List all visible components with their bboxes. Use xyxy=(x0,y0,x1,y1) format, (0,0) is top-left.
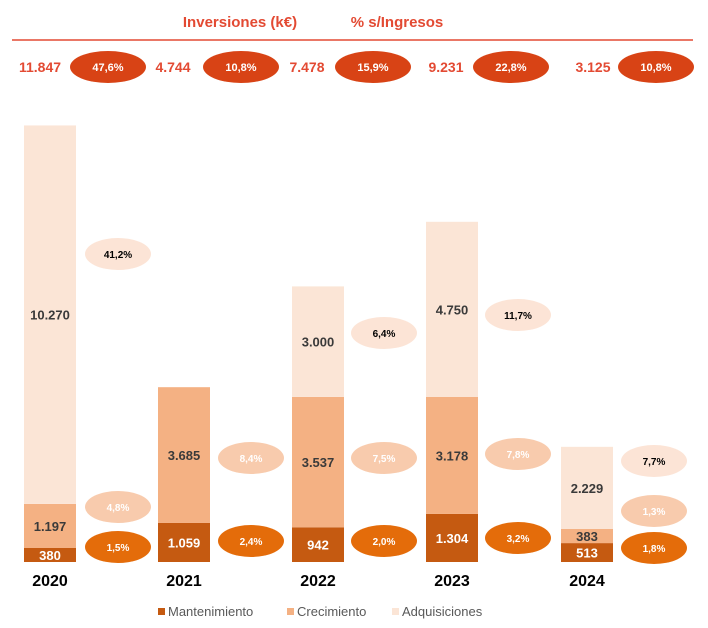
bar-label-crecimiento-2023: 3.178 xyxy=(436,448,469,463)
pct-pill-label-crecimiento-2023: 7,8% xyxy=(507,450,530,461)
year-label-2020: 2020 xyxy=(32,573,68,590)
legend-label-mantenimiento: Mantenimiento xyxy=(168,604,253,619)
legend-swatch-adquisiciones xyxy=(392,608,399,615)
bar-label-crecimiento-2022: 3.537 xyxy=(302,455,335,470)
bar-adquisiciones-2020 xyxy=(24,125,76,504)
pct-pill-label-adquisiciones-2024: 7,7% xyxy=(643,457,666,468)
summary-total-4: 3.125 xyxy=(575,59,610,75)
pct-pill-label-adquisiciones-2022: 6,4% xyxy=(373,329,396,340)
pct-pill-crecimiento-2022 xyxy=(351,442,417,474)
summary-pct-pill-0 xyxy=(70,51,146,83)
pct-pill-mantenimiento-2024 xyxy=(621,532,687,564)
bar-label-crecimiento-2020: 1.197 xyxy=(34,519,67,534)
pct-pill-label-mantenimiento-2021: 2,4% xyxy=(240,537,263,548)
summary-row: 11.847 47,6% 4.744 10,8% 7.478 15,9% 9.231 22,8… xyxy=(19,51,694,83)
summary-pct-pill-2 xyxy=(335,51,411,83)
pct-pill-label-crecimiento-2022: 7,5% xyxy=(373,454,396,465)
summary-pct-pill-3 xyxy=(473,51,549,83)
pct-pill-mantenimiento-2023 xyxy=(485,522,551,554)
bar-label-adquisiciones-2022: 3.000 xyxy=(302,335,335,350)
bars-group: 380 1.197 10.270 1.059 3.685 942 3.537 3.000 1.3… xyxy=(24,125,613,563)
legend-swatch-crecimiento xyxy=(287,608,294,615)
year-label-2023: 2023 xyxy=(434,573,470,590)
pct-pills-group: 1,5% 4,8% 41,2% 2,4% 8,4% 2,0% 7,5% 6,4% 3,2% 7,8… xyxy=(85,238,687,564)
bar-mantenimiento-2022 xyxy=(292,527,344,562)
pct-pill-adquisiciones-2022 xyxy=(351,317,417,349)
bar-crecimiento-2024 xyxy=(561,528,613,544)
pct-pill-label-mantenimiento-2020: 1,5% xyxy=(107,543,130,554)
pct-pill-adquisiciones-2020 xyxy=(85,238,151,270)
summary-total-2: 7.478 xyxy=(289,59,324,75)
pct-pill-label-mantenimiento-2023: 3,2% xyxy=(507,534,530,545)
pct-pill-crecimiento-2024 xyxy=(621,495,687,527)
bar-adquisiciones-2024 xyxy=(561,446,613,529)
summary-total-0: 11.847 xyxy=(19,59,61,75)
bar-label-adquisiciones-2023: 4.750 xyxy=(436,302,469,317)
header-revenue-pct-title: % s/Ingresos xyxy=(351,14,444,31)
bar-crecimiento-2023 xyxy=(426,396,478,514)
bar-label-mantenimiento-2021: 1.059 xyxy=(168,535,201,550)
bar-label-mantenimiento-2024: 513 xyxy=(576,546,598,561)
bar-label-crecimiento-2024: 383 xyxy=(576,529,598,544)
summary-pct-label-0: 47,6% xyxy=(92,62,123,74)
summary-pct-label-1: 10,8% xyxy=(225,62,256,74)
bar-mantenimiento-2024 xyxy=(561,543,613,562)
pct-pill-crecimiento-2020 xyxy=(85,491,151,523)
bar-mantenimiento-2023 xyxy=(426,513,478,562)
pct-pill-label-crecimiento-2024: 1,3% xyxy=(643,507,666,518)
pct-pill-crecimiento-2023 xyxy=(485,438,551,470)
bar-label-mantenimiento-2020: 380 xyxy=(39,548,61,563)
summary-pct-pill-1 xyxy=(203,51,279,83)
summary-total-3: 9.231 xyxy=(428,59,463,75)
pct-pill-crecimiento-2021 xyxy=(218,442,284,474)
bar-label-mantenimiento-2023: 1.304 xyxy=(436,531,469,546)
pct-pill-adquisiciones-2023 xyxy=(485,299,551,331)
bar-mantenimiento-2021 xyxy=(158,522,210,562)
pct-pill-label-mantenimiento-2022: 2,0% xyxy=(373,537,396,548)
pct-pill-mantenimiento-2020 xyxy=(85,531,151,563)
year-label-2022: 2022 xyxy=(300,573,336,590)
pct-pill-label-adquisiciones-2020: 41,2% xyxy=(104,250,132,261)
bar-crecimiento-2020 xyxy=(24,503,76,548)
summary-pct-pill-4 xyxy=(618,51,694,83)
legend: Mantenimiento Crecimiento Adquisiciones xyxy=(158,604,483,619)
legend-swatch-mantenimiento xyxy=(158,608,165,615)
header-investments-title: Inversiones (k€) xyxy=(183,14,297,31)
bar-label-adquisiciones-2020: 10.270 xyxy=(30,308,70,323)
bar-adquisiciones-2022 xyxy=(292,286,344,397)
summary-total-1: 4.744 xyxy=(155,59,190,75)
pct-pill-label-adquisiciones-2023: 11,7% xyxy=(504,311,532,322)
pct-pill-label-crecimiento-2020: 4,8% xyxy=(107,503,130,514)
summary-pct-label-3: 22,8% xyxy=(495,62,526,74)
bar-adquisiciones-2023 xyxy=(426,221,478,397)
bar-label-adquisiciones-2024: 2.229 xyxy=(571,481,604,496)
pct-pill-mantenimiento-2021 xyxy=(218,525,284,557)
pct-pill-adquisiciones-2024 xyxy=(621,445,687,477)
bar-crecimiento-2022 xyxy=(292,396,344,528)
pct-pill-mantenimiento-2022 xyxy=(351,525,417,557)
pct-pill-label-mantenimiento-2024: 1,8% xyxy=(643,544,666,555)
year-axis: 2020 2021 2022 2023 2024 xyxy=(32,573,605,590)
year-label-2024: 2024 xyxy=(569,573,605,590)
bar-label-crecimiento-2021: 3.685 xyxy=(168,448,201,463)
summary-pct-label-2: 15,9% xyxy=(357,62,388,74)
bar-crecimiento-2021 xyxy=(158,387,210,523)
bar-label-mantenimiento-2022: 942 xyxy=(307,538,329,553)
pct-pill-label-crecimiento-2021: 8,4% xyxy=(240,454,263,465)
bar-mantenimiento-2020 xyxy=(24,547,76,562)
summary-pct-label-4: 10,8% xyxy=(640,62,671,74)
legend-label-adquisiciones: Adquisiciones xyxy=(402,604,483,619)
year-label-2021: 2021 xyxy=(166,573,202,590)
legend-label-crecimiento: Crecimiento xyxy=(297,604,366,619)
